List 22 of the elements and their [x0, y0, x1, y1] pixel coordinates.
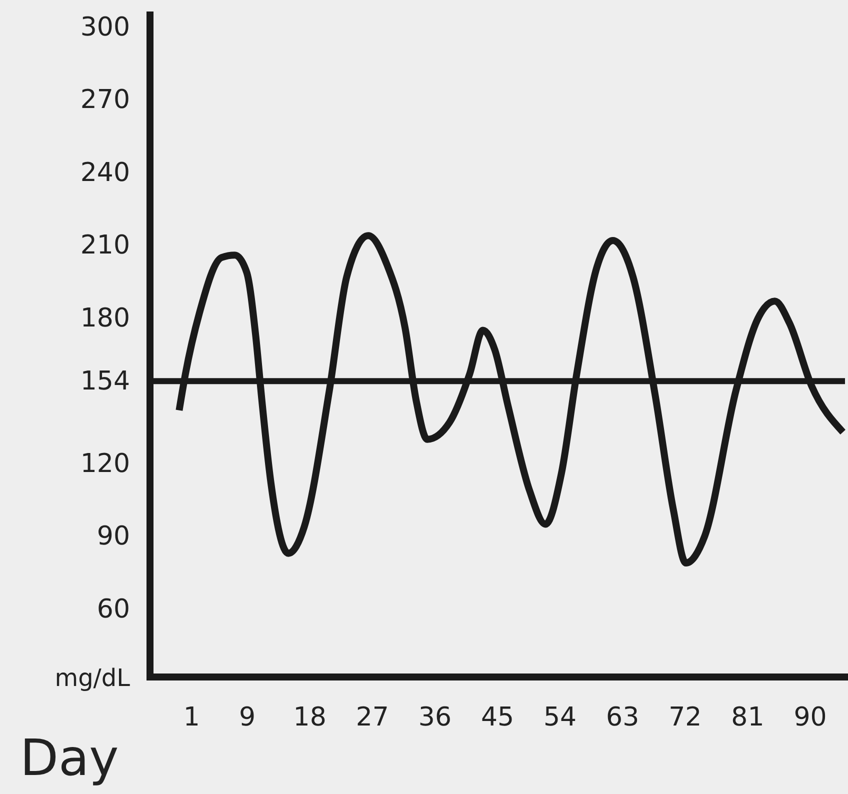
y-tick-label: 270: [80, 85, 130, 116]
y-tick-label: 120: [80, 448, 130, 479]
x-tick-label: 1: [183, 702, 200, 732]
x-tick-label: 72: [668, 702, 702, 732]
x-tick-label: 45: [480, 702, 514, 732]
y-tick-label: 60: [96, 594, 130, 624]
y-tick-label: 90: [96, 522, 130, 552]
y-tick-label: 300: [80, 12, 130, 42]
x-axis-title: Day: [20, 729, 119, 787]
y-axis-title: mg/dL: [54, 664, 131, 692]
y-tick-label: 154: [80, 366, 130, 396]
x-tick-label: 90: [794, 702, 827, 732]
x-tick-label: 81: [731, 702, 764, 732]
x-tick-label: 36: [418, 702, 452, 732]
y-tick-label: 180: [80, 303, 130, 334]
x-tick-label: 18: [293, 702, 326, 732]
y-tick-label: 210: [80, 230, 130, 261]
x-tick-label: 63: [606, 702, 640, 732]
x-tick-label: 9: [239, 702, 256, 732]
x-tick-label: 54: [544, 702, 577, 732]
y-tick-label: 240: [80, 158, 130, 188]
x-tick-label: 27: [356, 702, 389, 732]
